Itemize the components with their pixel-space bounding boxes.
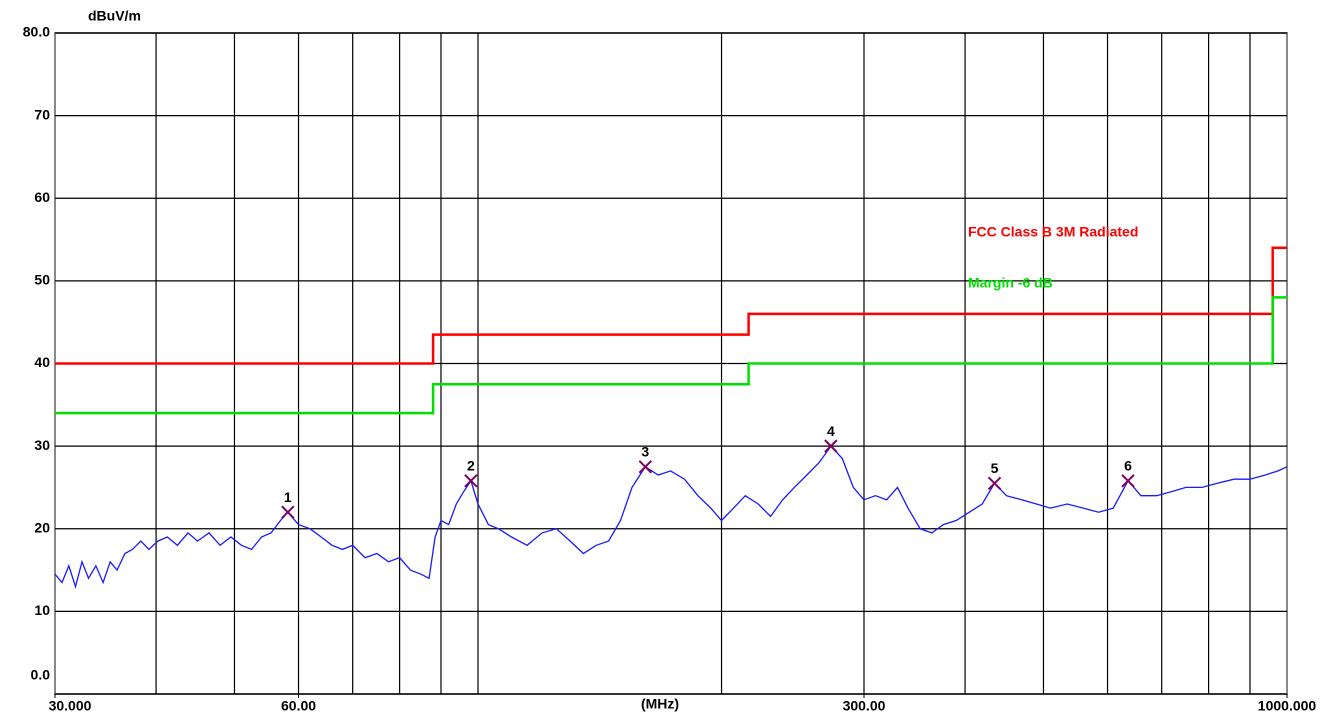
y-tick-label: 60 [34,189,50,205]
marker [638,460,653,474]
x-tick-label: 300.00 [843,698,886,714]
marker-label: 6 [1124,458,1132,474]
marker-label: 4 [827,423,835,439]
y-tick-label: 0.0 [31,667,51,683]
trace [54,445,1288,589]
marker [987,476,1002,491]
marker-label: 5 [991,460,999,476]
limit-label: FCC Class B 3M Radiated [968,224,1138,240]
y-unit: dBuV/m [88,8,141,24]
y-tick-label: 70 [34,106,50,122]
marker-label: 3 [641,443,649,459]
marker [464,474,478,488]
x-tick-label: 30.000 [49,698,92,714]
limit-line [55,296,1287,415]
marker [281,505,295,519]
x-tick-label: 60.00 [281,698,316,714]
y-tick-label: 40 [34,354,50,370]
y-tick-label: 20 [34,519,50,535]
x-axis-label: (MHz) [641,696,679,712]
marker-label: 1 [284,489,292,505]
y-tick-label: 50 [34,272,50,288]
y-tick-label: 80.0 [23,24,50,40]
limit-label: Margin -6 dB [968,275,1053,291]
x-tick-label: 1000.000 [1258,698,1317,714]
limit-line [55,246,1287,365]
marker [1121,474,1135,488]
marker-label: 2 [467,458,475,474]
marker [824,439,838,453]
y-tick-label: 30 [34,437,50,453]
y-tick-label: 10 [34,602,50,618]
